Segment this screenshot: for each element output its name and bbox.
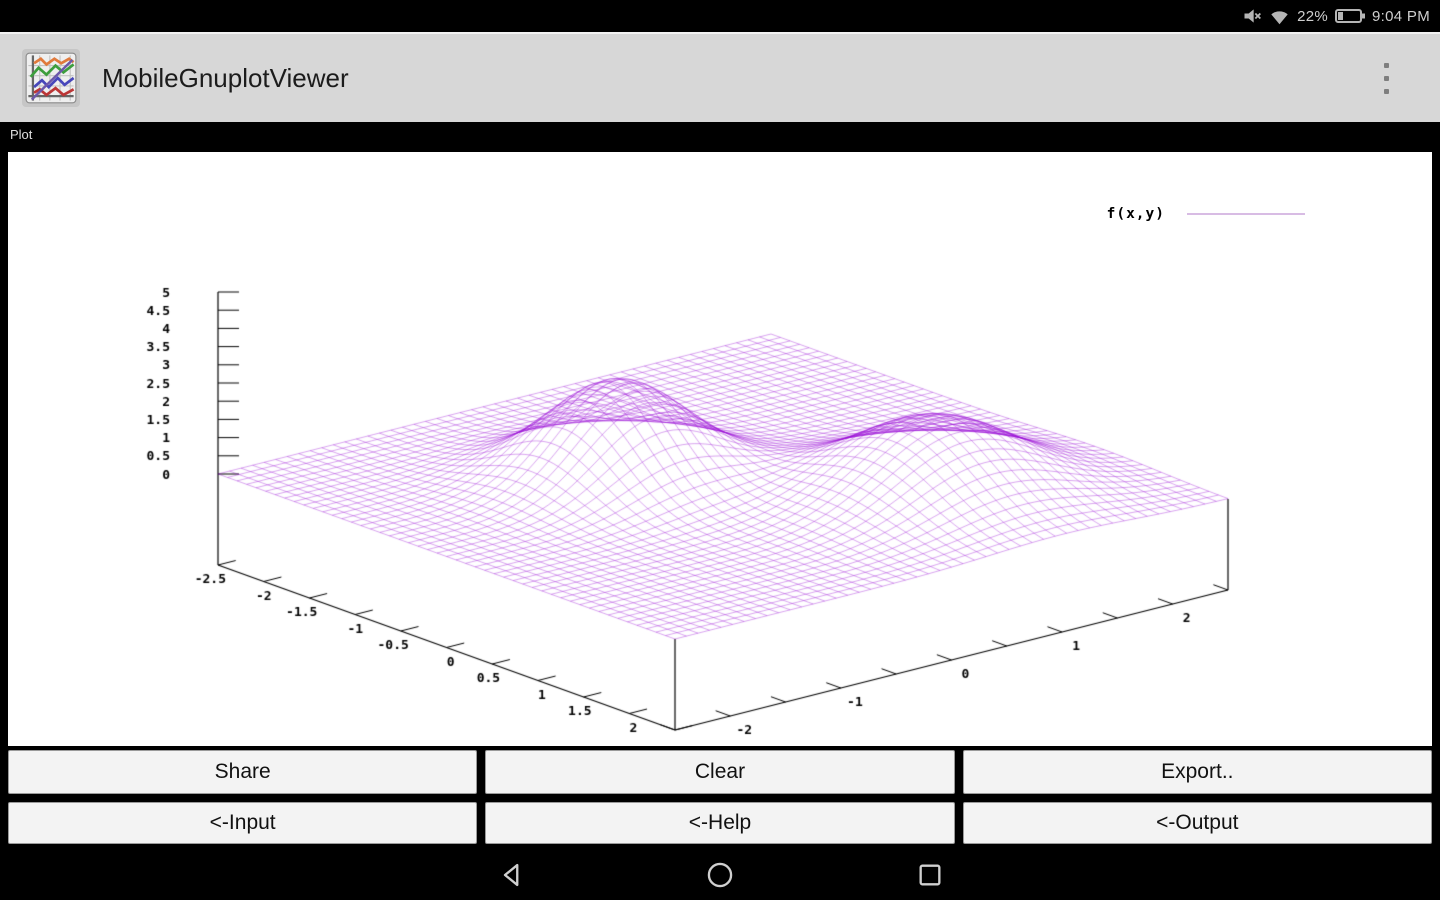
action-button-grid: Share Clear Export.. <-Input <-Help <-Ou… xyxy=(0,746,1440,850)
plot-tab-label: Plot xyxy=(10,127,33,142)
input-button[interactable]: <-Input xyxy=(8,802,478,844)
clock: 9:04 PM xyxy=(1372,7,1430,25)
app-icon xyxy=(22,49,80,107)
overflow-menu-button[interactable] xyxy=(1366,34,1406,122)
app-bar: MobileGnuplotViewer xyxy=(0,32,1440,122)
nav-back-icon[interactable] xyxy=(498,861,526,889)
wifi-icon xyxy=(1271,10,1288,24)
plot-legend: f(x,y) xyxy=(1107,206,1305,222)
clear-button[interactable]: Clear xyxy=(485,750,955,794)
help-button[interactable]: <-Help xyxy=(485,802,955,844)
overflow-dot xyxy=(1383,62,1389,68)
app-title: MobileGnuplotViewer xyxy=(102,62,349,93)
nav-recents-icon[interactable] xyxy=(916,861,944,889)
status-icons: 22% 9:04 PM xyxy=(1242,6,1430,26)
share-button[interactable]: Share xyxy=(8,750,478,794)
surface-plot-canvas[interactable] xyxy=(8,152,1432,746)
overflow-dot xyxy=(1383,75,1389,81)
output-button[interactable]: <-Output xyxy=(962,802,1432,844)
battery-level: 22% xyxy=(1297,7,1329,25)
nav-home-icon[interactable] xyxy=(706,861,734,889)
android-nav-bar xyxy=(0,850,1440,900)
volume-mute-icon xyxy=(1244,9,1262,23)
export-button[interactable]: Export.. xyxy=(962,750,1432,794)
legend-label: f(x,y) xyxy=(1106,206,1165,222)
plot-area: f(x,y) xyxy=(8,152,1432,746)
legend-line-sample xyxy=(1187,213,1305,215)
plot-strip: Plot xyxy=(0,122,1440,152)
battery-icon xyxy=(1335,9,1366,23)
status-bar: 22% 9:04 PM xyxy=(0,0,1440,32)
overflow-dot xyxy=(1383,88,1389,94)
